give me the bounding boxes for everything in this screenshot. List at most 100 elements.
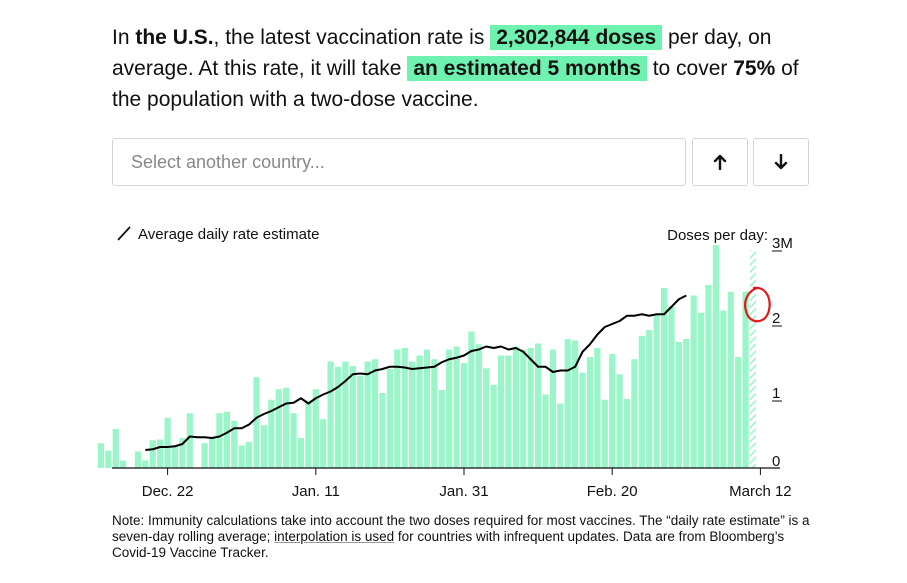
bar [698, 312, 705, 468]
bar [349, 366, 356, 468]
bar [564, 339, 571, 468]
y-axis-ticks: 0 1 2 3M [772, 235, 793, 470]
bar [216, 413, 223, 468]
y-tick-label: 1 [772, 385, 780, 402]
bar [690, 295, 697, 468]
vaccination-rate-chart: Dec. 22 Jan. 11 Jan. 31 Feb. 20 March 12 0 1 2… [97, 226, 793, 500]
bar [268, 399, 275, 468]
bar [401, 348, 408, 468]
x-axis-ticks: Dec. 22 Jan. 11 Jan. 31 Feb. 20 March 12 [142, 468, 792, 500]
bar [379, 393, 386, 468]
bar [631, 359, 638, 468]
bars-group [97, 245, 757, 468]
country-select[interactable]: Select another country... [112, 138, 686, 186]
bar [638, 336, 645, 468]
bar [112, 429, 119, 468]
bar [542, 394, 549, 468]
bar [660, 288, 668, 468]
bar [120, 460, 127, 468]
bar [275, 389, 282, 468]
y-tick-label: 0 [772, 453, 780, 470]
bar [727, 291, 734, 468]
bar [364, 361, 371, 468]
footnote: Note: Immunity calculations take into ac… [112, 513, 810, 560]
bar [371, 359, 379, 468]
duration-highlight: an estimated 5 months [407, 56, 647, 81]
legend-label: Average daily rate estimate [138, 226, 320, 243]
bar [105, 450, 112, 468]
bar [594, 348, 601, 468]
bar [735, 357, 742, 468]
bar [208, 438, 216, 468]
bar [260, 425, 268, 468]
bar [238, 445, 245, 468]
bar [653, 314, 660, 468]
bar [290, 413, 297, 468]
vaccination-summary: In the U.S., the latest vaccination rate… [112, 25, 799, 111]
country-controls: Select another country... [112, 138, 809, 188]
bar [505, 355, 512, 468]
bar [609, 354, 616, 468]
bar [683, 339, 690, 468]
x-tick-label: Jan. 11 [292, 483, 340, 500]
bar [305, 400, 312, 468]
bar [742, 291, 749, 468]
bar [557, 403, 564, 468]
bar [283, 387, 290, 468]
bar [438, 390, 445, 468]
bar [164, 417, 171, 468]
next-country-button[interactable] [753, 138, 809, 186]
bar [527, 348, 534, 468]
bar [460, 363, 468, 468]
bar [327, 361, 334, 468]
y-tick-label: 2 [772, 310, 780, 327]
bar [512, 346, 519, 468]
bar [549, 349, 557, 468]
bar [720, 310, 727, 468]
bar [394, 349, 401, 468]
bar [253, 377, 260, 468]
bar [134, 451, 142, 468]
bar [342, 361, 349, 468]
bar [312, 389, 319, 468]
red-circle-annotation [744, 286, 771, 323]
x-tick-label: March 12 [729, 483, 792, 500]
country-name: the U.S. [135, 26, 214, 49]
y-axis-title: Doses per day: [667, 227, 768, 244]
interpolation-link[interactable]: interpolation is used [274, 529, 395, 544]
arrow-up-icon [713, 154, 727, 170]
bar [431, 359, 438, 468]
bar [357, 375, 364, 468]
bar [712, 245, 720, 468]
bar [179, 438, 186, 468]
legend-line-icon [117, 226, 131, 241]
bar [142, 460, 149, 468]
rate-highlight: 2,302,844 doses [490, 25, 663, 50]
bar [586, 357, 594, 468]
bar [231, 420, 238, 468]
bar [320, 419, 327, 468]
bar [171, 446, 179, 468]
bar [646, 330, 653, 468]
bar [749, 250, 757, 468]
bar [616, 374, 623, 468]
y-tick-label: 3M [772, 235, 793, 252]
average-rate-line [145, 294, 687, 451]
bar [201, 443, 208, 468]
x-tick-label: Feb. 20 [587, 483, 638, 500]
bar [297, 438, 305, 468]
bar [490, 384, 497, 468]
bar [572, 340, 579, 468]
bar [423, 349, 431, 468]
x-tick-label: Dec. 22 [142, 483, 194, 500]
bar [675, 342, 682, 468]
previous-country-button[interactable] [692, 138, 748, 186]
legend: Average daily rate estimate [117, 226, 320, 243]
bar [446, 349, 453, 468]
bar [386, 369, 393, 468]
bar [334, 366, 342, 468]
bar [483, 368, 490, 468]
coverage-percent: 75% [733, 57, 776, 80]
bar [623, 399, 631, 468]
bar [223, 411, 230, 468]
